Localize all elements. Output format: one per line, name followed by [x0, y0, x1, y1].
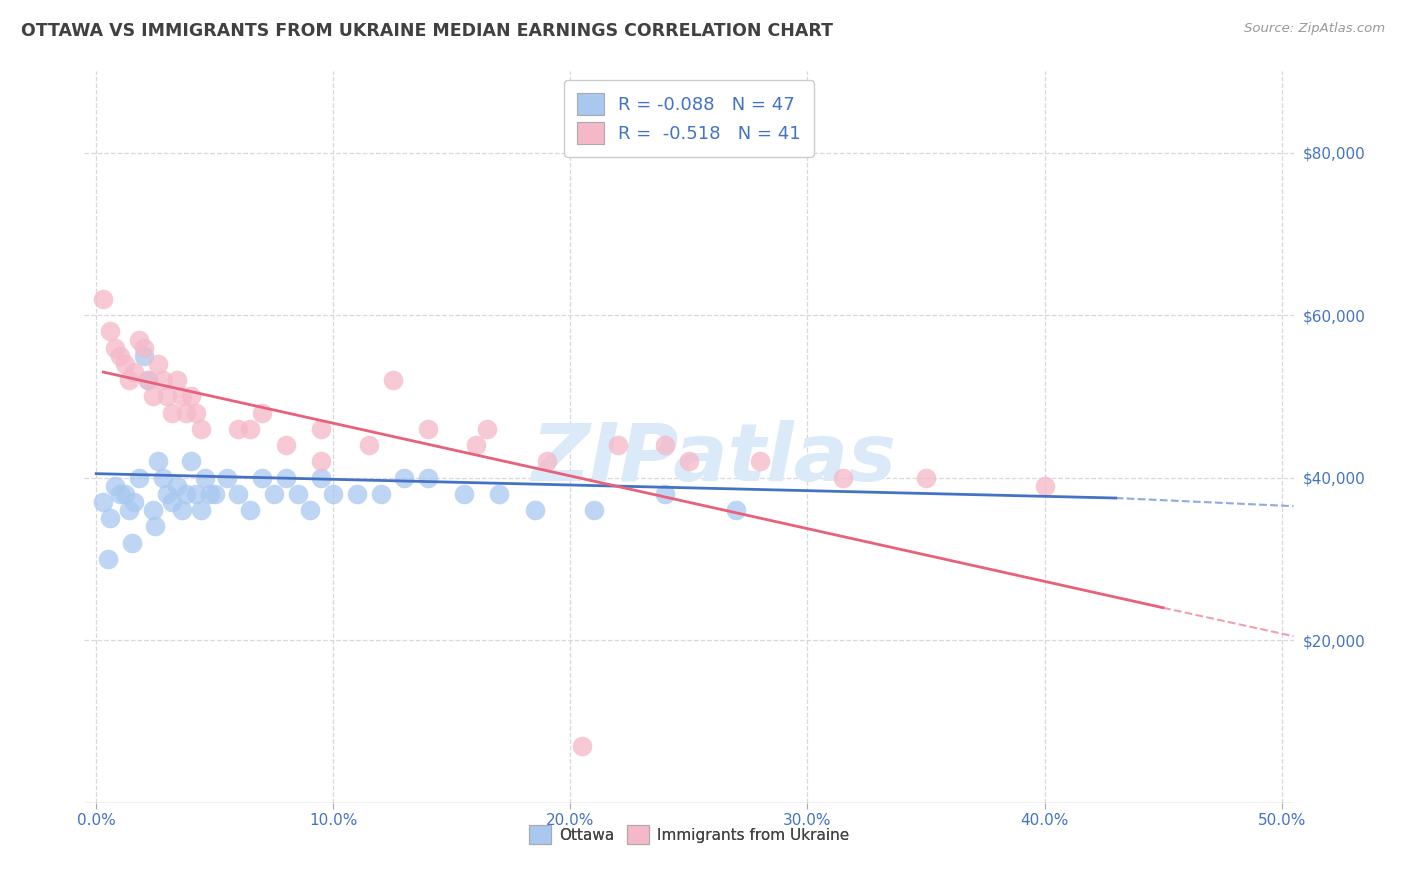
Point [118, 373, 141, 387]
Point [228, 487, 250, 501]
Point [145, 519, 167, 533]
Point [184, 487, 207, 501]
Legend: Ottawa, Immigrants from Ukraine: Ottawa, Immigrants from Ukraine [523, 819, 855, 850]
Point [142, 389, 165, 403]
Point [160, 495, 183, 509]
Point [571, 739, 593, 753]
Point [250, 406, 273, 420]
Point [239, 503, 262, 517]
Point [108, 487, 131, 501]
Point [215, 471, 238, 485]
Point [749, 454, 772, 468]
Point [128, 333, 150, 347]
Point [132, 341, 155, 355]
Point [204, 487, 226, 501]
Text: Source: ZipAtlas.com: Source: ZipAtlas.com [1244, 22, 1385, 36]
Point [346, 487, 368, 501]
Point [97, 552, 120, 566]
Point [100, 325, 122, 339]
Point [166, 479, 188, 493]
Point [152, 471, 174, 485]
Point [250, 471, 273, 485]
Point [170, 503, 193, 517]
Point [100, 511, 122, 525]
Point [464, 438, 486, 452]
Point [370, 487, 392, 501]
Point [523, 503, 546, 517]
Point [274, 471, 297, 485]
Point [418, 471, 440, 485]
Point [122, 365, 145, 379]
Point [91, 292, 114, 306]
Point [104, 341, 127, 355]
Point [190, 503, 212, 517]
Point [606, 438, 628, 452]
Point [108, 349, 131, 363]
Point [654, 487, 676, 501]
Point [160, 406, 183, 420]
Point [298, 503, 321, 517]
Point [418, 422, 440, 436]
Text: OTTAWA VS IMMIGRANTS FROM UKRAINE MEDIAN EARNINGS CORRELATION CHART: OTTAWA VS IMMIGRANTS FROM UKRAINE MEDIAN… [21, 22, 834, 40]
Point [287, 487, 309, 501]
Point [180, 454, 202, 468]
Point [263, 487, 285, 501]
Point [322, 487, 344, 501]
Point [536, 454, 558, 468]
Point [915, 471, 938, 485]
Point [176, 487, 198, 501]
Point [184, 406, 207, 420]
Point [180, 389, 202, 403]
Point [311, 471, 333, 485]
Point [121, 535, 143, 549]
Point [678, 454, 700, 468]
Point [228, 422, 250, 436]
Point [311, 422, 333, 436]
Point [583, 503, 606, 517]
Point [142, 503, 165, 517]
Point [198, 487, 221, 501]
Point [488, 487, 510, 501]
Point [114, 357, 136, 371]
Point [176, 406, 198, 420]
Text: ZIPatlas: ZIPatlas [530, 420, 896, 498]
Point [654, 438, 676, 452]
Point [104, 479, 127, 493]
Point [156, 487, 179, 501]
Point [194, 471, 217, 485]
Point [1033, 479, 1056, 493]
Point [311, 454, 333, 468]
Point [146, 357, 169, 371]
Point [357, 438, 380, 452]
Point [156, 389, 179, 403]
Point [170, 389, 193, 403]
Point [114, 487, 136, 501]
Point [381, 373, 404, 387]
Point [239, 422, 262, 436]
Point [146, 454, 169, 468]
Point [394, 471, 416, 485]
Point [166, 373, 188, 387]
Point [152, 373, 174, 387]
Point [118, 503, 141, 517]
Point [477, 422, 499, 436]
Point [725, 503, 748, 517]
Point [122, 495, 145, 509]
Point [128, 471, 150, 485]
Point [138, 373, 160, 387]
Point [453, 487, 475, 501]
Point [274, 438, 297, 452]
Point [832, 471, 855, 485]
Point [132, 349, 155, 363]
Point [91, 495, 114, 509]
Point [190, 422, 212, 436]
Point [138, 373, 160, 387]
